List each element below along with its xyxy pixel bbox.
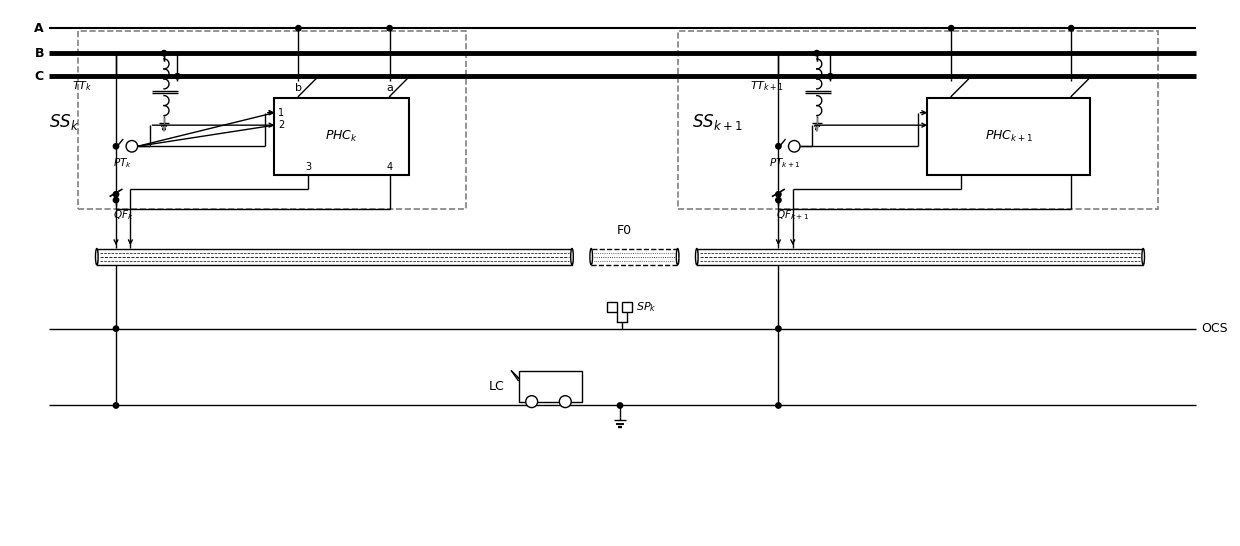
Text: $PHC_{k+1}$: $PHC_{k+1}$	[985, 129, 1033, 144]
Bar	[591, 248, 677, 265]
Circle shape	[113, 403, 119, 408]
Bar	[520, 371, 582, 402]
Circle shape	[815, 50, 820, 56]
Circle shape	[776, 326, 781, 331]
Circle shape	[1069, 26, 1074, 31]
Circle shape	[387, 26, 392, 31]
Circle shape	[161, 50, 166, 56]
Text: 3: 3	[305, 162, 311, 172]
Circle shape	[295, 26, 301, 31]
Text: $TT_{k+1}$: $TT_{k+1}$	[750, 79, 784, 93]
Circle shape	[113, 192, 119, 197]
Circle shape	[618, 403, 622, 408]
Circle shape	[776, 403, 781, 408]
Text: $QF_{k+1}$: $QF_{k+1}$	[775, 209, 808, 222]
Circle shape	[949, 26, 954, 31]
Ellipse shape	[696, 248, 698, 265]
Circle shape	[126, 140, 138, 152]
Circle shape	[776, 144, 781, 149]
Bar	[97, 248, 572, 265]
Bar	[697, 248, 1143, 265]
Text: OCS: OCS	[1200, 322, 1228, 335]
Text: B: B	[35, 46, 43, 60]
Bar	[622, 302, 632, 312]
Bar	[606, 302, 618, 312]
Circle shape	[789, 140, 800, 152]
Text: a: a	[386, 84, 393, 93]
Ellipse shape	[590, 248, 593, 265]
Text: 2: 2	[278, 120, 284, 130]
Text: $TT_k$: $TT_k$	[72, 79, 92, 93]
Text: b: b	[295, 84, 301, 93]
Circle shape	[175, 74, 180, 79]
Text: $SS_k$: $SS_k$	[48, 112, 79, 132]
Text: LC: LC	[489, 380, 505, 393]
Ellipse shape	[1142, 248, 1145, 265]
Circle shape	[526, 396, 538, 408]
Text: A: A	[35, 22, 43, 35]
Ellipse shape	[676, 248, 680, 265]
Ellipse shape	[95, 248, 98, 265]
Text: $PHC_k$: $PHC_k$	[325, 129, 358, 144]
Circle shape	[827, 74, 833, 79]
Circle shape	[113, 144, 119, 149]
Circle shape	[559, 396, 572, 408]
Text: F0: F0	[618, 224, 632, 238]
Text: $QF_k$: $QF_k$	[113, 209, 134, 222]
Circle shape	[113, 197, 119, 203]
Bar	[78, 31, 466, 209]
Circle shape	[776, 197, 781, 203]
Text: $PT_{k+1}$: $PT_{k+1}$	[769, 156, 801, 170]
Text: $PT_k$: $PT_k$	[113, 156, 131, 170]
Bar	[677, 31, 1158, 209]
Text: 4: 4	[387, 162, 393, 172]
Circle shape	[776, 192, 781, 197]
Text: $SS_{k+1}$: $SS_{k+1}$	[692, 112, 743, 132]
Bar	[928, 98, 1090, 175]
Text: C: C	[35, 70, 43, 82]
Bar	[274, 98, 409, 175]
Circle shape	[113, 326, 119, 331]
Ellipse shape	[570, 248, 573, 265]
Text: $SP_k$: $SP_k$	[636, 301, 657, 314]
Text: 1: 1	[278, 108, 284, 118]
